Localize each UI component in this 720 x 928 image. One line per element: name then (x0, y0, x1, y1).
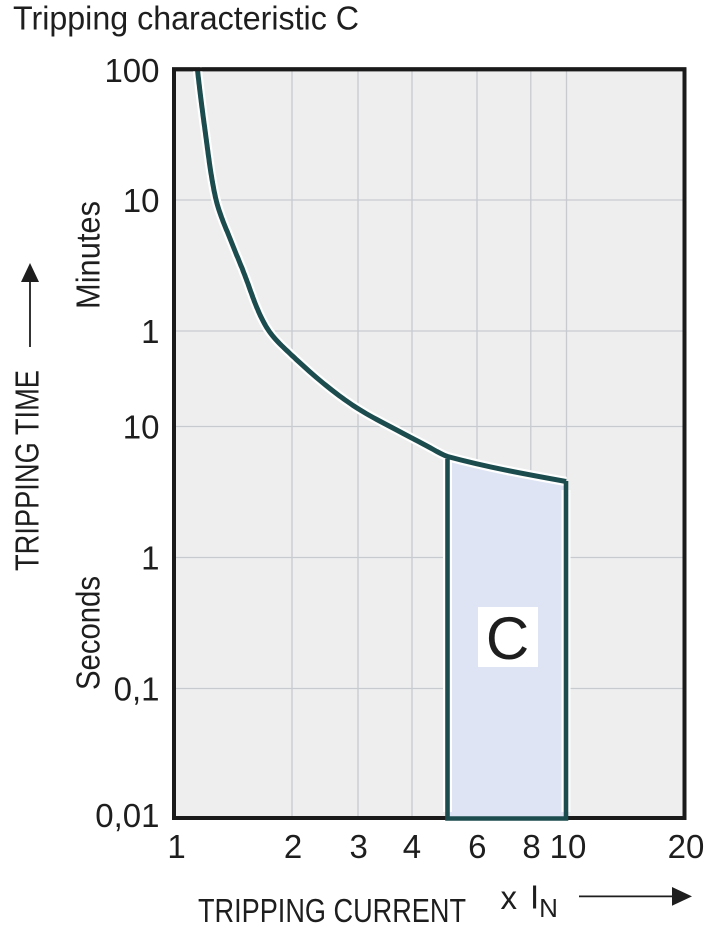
svg-text:Tripping characteristic C: Tripping characteristic C (13, 0, 359, 37)
svg-text:10: 10 (123, 409, 160, 446)
svg-text:1: 1 (167, 828, 185, 865)
svg-text:6: 6 (468, 828, 486, 865)
svg-text:IN: IN (530, 879, 558, 924)
svg-text:100: 100 (104, 52, 159, 89)
svg-text:10: 10 (550, 828, 587, 865)
svg-text:10: 10 (123, 182, 160, 219)
svg-text:TRIPPING TIME: TRIPPING TIME (9, 370, 46, 571)
svg-text:0,01: 0,01 (95, 797, 159, 834)
svg-text:C: C (486, 605, 529, 672)
svg-text:x: x (501, 879, 518, 916)
svg-text:1: 1 (141, 313, 159, 350)
svg-text:0,1: 0,1 (114, 671, 160, 708)
svg-text:4: 4 (403, 828, 421, 865)
svg-text:1: 1 (141, 540, 159, 577)
svg-text:8: 8 (522, 828, 540, 865)
svg-text:3: 3 (350, 828, 368, 865)
svg-text:2: 2 (284, 828, 302, 865)
svg-text:TRIPPING CURRENT: TRIPPING CURRENT (198, 892, 466, 928)
svg-text:Seconds: Seconds (70, 576, 107, 690)
svg-text:20: 20 (668, 828, 705, 865)
svg-text:Minutes: Minutes (70, 201, 107, 309)
